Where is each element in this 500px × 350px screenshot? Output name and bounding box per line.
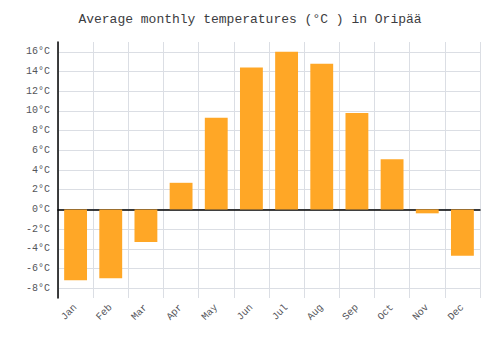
svg-text:-6°C: -6°C [26,263,50,274]
svg-text:2°C: 2°C [32,184,50,195]
svg-text:Nov: Nov [411,302,431,322]
svg-text:-2°C: -2°C [26,224,50,235]
svg-text:14°C: 14°C [26,66,50,77]
svg-text:12°C: 12°C [26,86,50,97]
svg-text:6°C: 6°C [32,145,50,156]
svg-text:0°C: 0°C [32,204,50,215]
svg-text:May: May [200,302,220,322]
svg-text:Average monthly temperatures (: Average monthly temperatures (°C ) in Or… [78,12,421,27]
svg-text:Oct: Oct [375,302,395,322]
svg-text:-8°C: -8°C [26,283,50,294]
svg-text:Aug: Aug [305,302,325,322]
svg-text:Jan: Jan [59,302,79,322]
svg-text:Jun: Jun [235,302,255,322]
svg-text:Dec: Dec [446,302,466,322]
svg-text:8°C: 8°C [32,125,50,136]
svg-text:Jul: Jul [270,302,290,322]
svg-text:Mar: Mar [129,302,149,322]
svg-text:16°C: 16°C [26,46,50,57]
svg-text:-4°C: -4°C [26,243,50,254]
svg-text:Sep: Sep [340,302,360,322]
svg-text:10°C: 10°C [26,105,50,116]
svg-text:4°C: 4°C [32,165,50,176]
svg-text:Apr: Apr [164,302,184,322]
svg-text:Feb: Feb [94,302,114,322]
